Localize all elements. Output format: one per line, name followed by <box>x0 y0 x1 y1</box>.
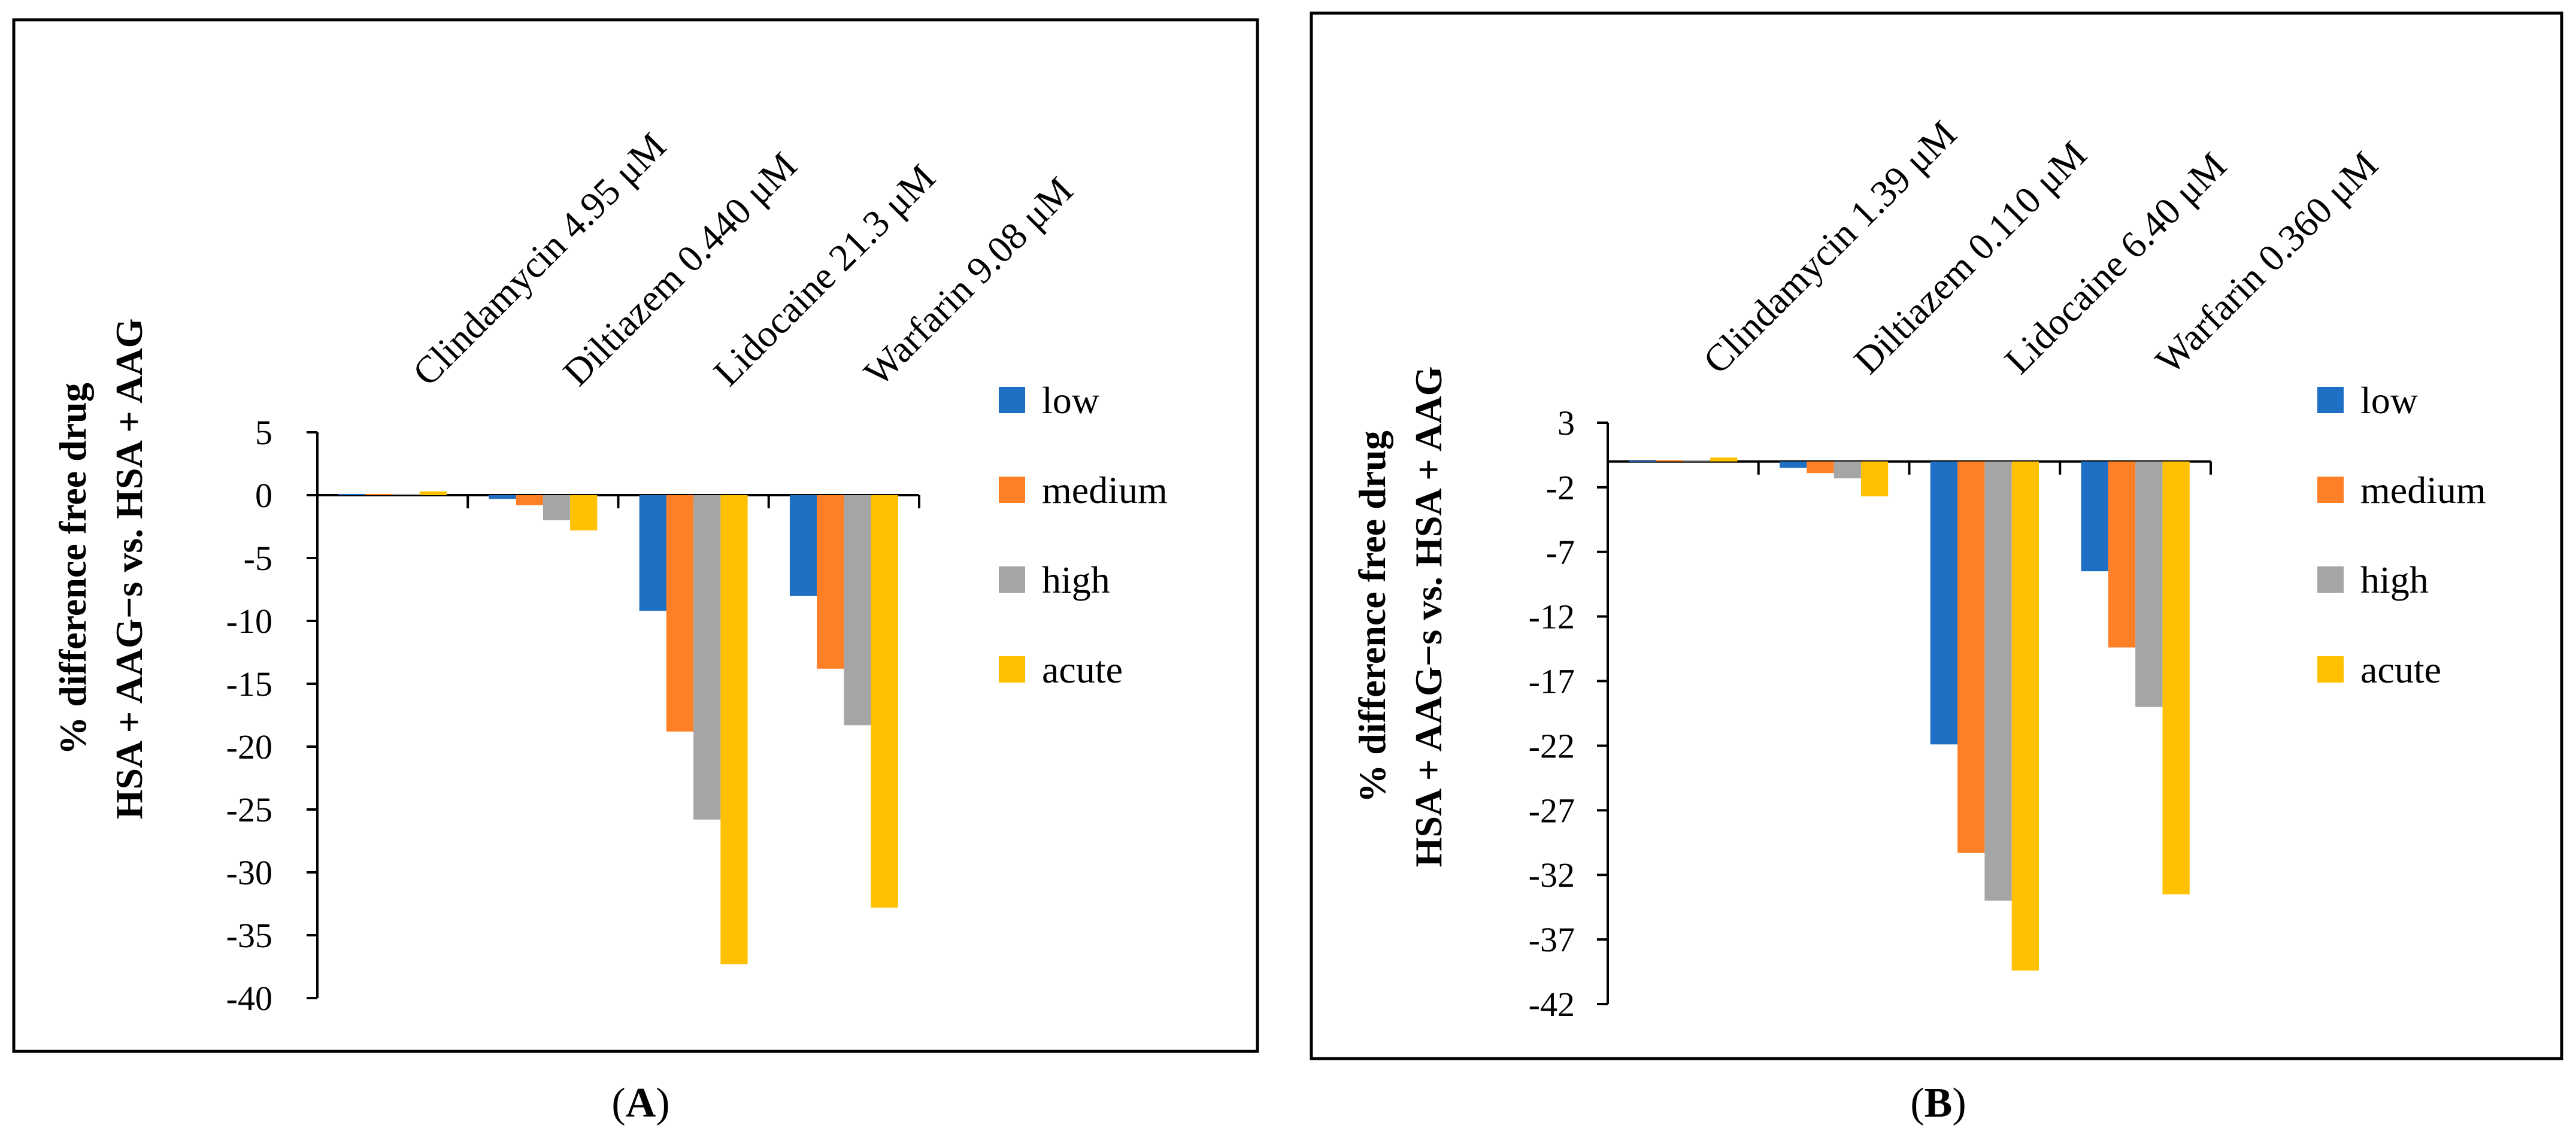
bar-low <box>489 495 516 499</box>
bar-acute <box>871 495 898 908</box>
chart-panel-b: 3 -2 -7 -12 -17 -22 -27 -32 -37 -42 Clindamycin 1.… <box>1351 113 2486 1024</box>
y-tick-label: -30 <box>226 853 272 892</box>
bar-medium <box>2108 461 2136 648</box>
y-tick-label: -7 <box>1546 533 1575 572</box>
legend-swatch-medium <box>2317 477 2344 503</box>
y-tick-label: -5 <box>244 539 272 578</box>
y-tick-label: 3 <box>1557 404 1575 442</box>
bar-high <box>1833 461 1861 478</box>
y-axis-label-line1: % difference free drug <box>51 383 94 754</box>
category-label: Clindamycin 4.95 μM <box>404 125 674 394</box>
legend-label-medium: medium <box>2360 469 2486 511</box>
legend-swatch-low <box>2317 387 2344 413</box>
y-tick-label: -20 <box>226 727 272 766</box>
bar-low <box>338 493 366 495</box>
bar-medium <box>365 493 393 495</box>
y-tick-label: -32 <box>1529 856 1575 895</box>
bar-low <box>2081 461 2108 572</box>
legend-swatch-high <box>2317 566 2344 593</box>
y-tick-label: -42 <box>1529 985 1575 1024</box>
bar-acute <box>1710 457 1738 462</box>
y-tick-label: -12 <box>1529 598 1575 636</box>
legend-label-low: low <box>2360 379 2418 422</box>
y-tick-label: -22 <box>1529 726 1575 765</box>
legend-swatch-high <box>999 566 1025 593</box>
bar-medium <box>1656 460 1683 462</box>
y-tick-label: -37 <box>1529 920 1575 959</box>
panel-a-frame <box>12 18 1259 1053</box>
legend-label-acute: acute <box>2360 648 2441 691</box>
bar-acute <box>1860 461 1889 496</box>
panel-b-frame <box>1310 11 2563 1060</box>
bar-high <box>1683 460 1711 462</box>
legend-label-medium: medium <box>1042 469 1168 511</box>
bar-medium <box>1957 461 1985 853</box>
bar-low <box>1629 460 1656 462</box>
bar-medium <box>817 495 844 669</box>
y-axis-label-line1: % difference free drug <box>1351 430 1393 802</box>
y-tick-label: 5 <box>255 413 272 452</box>
legend-label-high: high <box>1042 559 1110 601</box>
y-tick-label: -25 <box>226 790 272 829</box>
y-tick-label: -27 <box>1529 791 1575 830</box>
bar-high <box>392 493 420 495</box>
legend-label-low: low <box>1042 379 1099 422</box>
y-axis-label-line2: HSA + AAG−s vs. HSA + AAG <box>108 319 150 820</box>
bar-low <box>639 495 666 611</box>
y-tick-label: -17 <box>1529 662 1575 701</box>
legend-label-acute: acute <box>1042 648 1123 691</box>
legend-label-high: high <box>2360 559 2429 601</box>
panel-a-label: (A) <box>611 1080 669 1126</box>
bar-acute <box>2162 461 2190 895</box>
bar-high <box>543 495 571 520</box>
y-tick-label: -10 <box>226 602 272 641</box>
bar-low <box>1930 461 1958 745</box>
chart-panel-a: 5 0 -5 -10 -15 -20 -25 -30 -35 -40 Clindamycin 4.9… <box>51 125 1168 1018</box>
bar-medium <box>666 495 694 732</box>
y-tick-label: -2 <box>1546 468 1575 507</box>
bar-acute <box>419 491 447 495</box>
bar-high <box>844 495 871 726</box>
legend-swatch-acute <box>999 656 1025 683</box>
bar-acute <box>570 495 598 530</box>
bar-medium <box>1807 461 1834 474</box>
bar-high <box>693 495 721 820</box>
bar-low <box>789 495 817 596</box>
legend-swatch-acute <box>2317 656 2344 683</box>
bar-acute <box>2011 461 2039 971</box>
legend-swatch-medium <box>999 477 1025 503</box>
panel-b-label: (B) <box>1910 1080 1966 1126</box>
y-tick-label: -40 <box>226 979 272 1018</box>
bar-low <box>1779 461 1807 468</box>
bar-medium <box>516 495 543 505</box>
bar-high <box>2135 461 2163 707</box>
y-axis-label-line2: HSA + AAG−s vs. HSA + AAG <box>1407 366 1450 868</box>
y-tick-label: -35 <box>226 916 272 955</box>
category-label: Clindamycin 1.39 μM <box>1695 113 1965 382</box>
y-tick-label: 0 <box>255 476 272 515</box>
bar-acute <box>720 495 748 965</box>
y-tick-label: -15 <box>226 665 272 704</box>
bar-high <box>1984 461 2012 901</box>
legend-swatch-low <box>999 387 1025 413</box>
